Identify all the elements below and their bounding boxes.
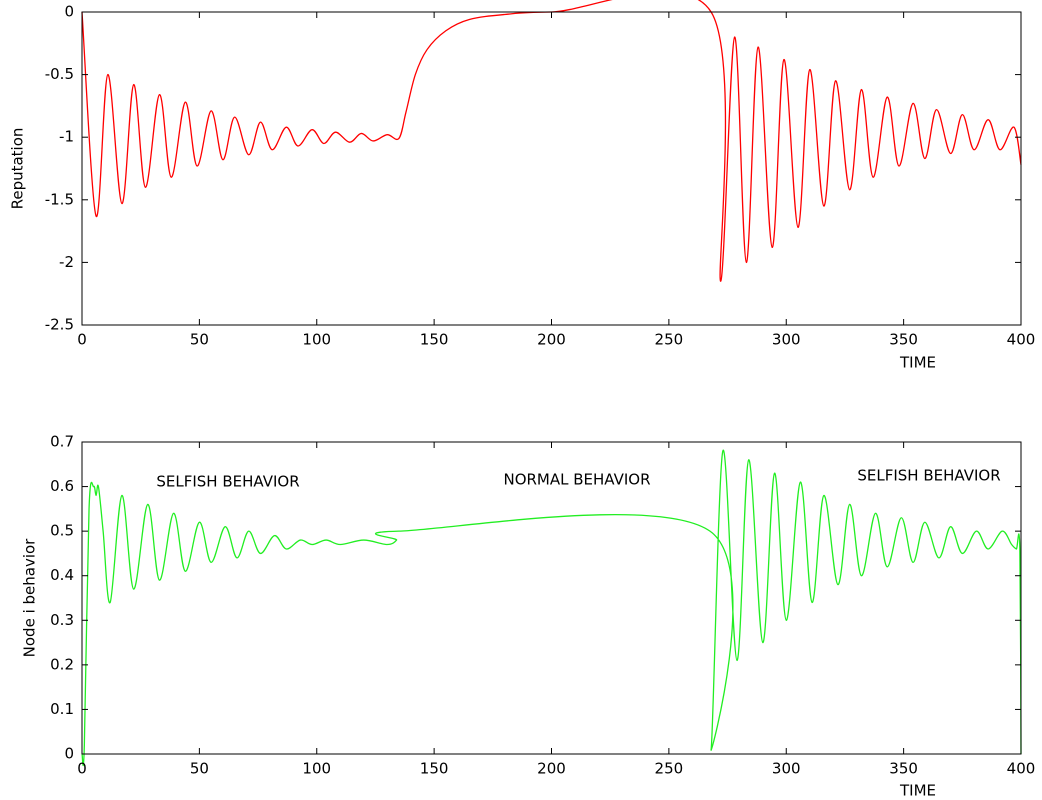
x-tick-label: 50 bbox=[190, 331, 209, 349]
annotation: SELFISH BEHAVIOR bbox=[857, 467, 1000, 485]
x-axis-label: TIME bbox=[899, 782, 936, 800]
x-tick-label: 150 bbox=[420, 760, 449, 778]
x-tick-label: 50 bbox=[190, 760, 209, 778]
x-tick-label: 350 bbox=[889, 760, 918, 778]
data-line bbox=[81, 450, 1022, 766]
y-tick-label: 0.7 bbox=[50, 433, 74, 451]
y-tick-label: 0.6 bbox=[50, 477, 74, 495]
x-axis-label: TIME bbox=[899, 354, 936, 372]
y-tick-label: 0.4 bbox=[50, 566, 74, 584]
y-tick-label: -1 bbox=[59, 128, 74, 146]
y-tick-label: 0.3 bbox=[50, 611, 74, 629]
annotation: NORMAL BEHAVIOR bbox=[503, 471, 650, 489]
x-tick-label: 0 bbox=[77, 760, 87, 778]
x-tick-label: 200 bbox=[537, 760, 566, 778]
y-tick-label: 0.2 bbox=[50, 655, 74, 673]
x-tick-label: 300 bbox=[772, 331, 801, 349]
y-tick-label: 0 bbox=[64, 3, 74, 21]
y-tick-label: 0.1 bbox=[50, 700, 74, 718]
axes-frame bbox=[81, 11, 1022, 326]
y-axis-label: Reputation bbox=[9, 128, 27, 210]
y-tick-label: -0.5 bbox=[45, 65, 74, 83]
y-tick-label: -1.5 bbox=[45, 190, 74, 208]
x-tick-label: 100 bbox=[302, 760, 331, 778]
x-tick-label: 100 bbox=[302, 331, 331, 349]
y-tick-label: -2.5 bbox=[45, 316, 74, 334]
x-tick-label: 0 bbox=[77, 331, 87, 349]
x-tick-label: 150 bbox=[420, 331, 449, 349]
x-tick-label: 350 bbox=[889, 331, 918, 349]
y-tick-label: -2 bbox=[59, 253, 74, 271]
y-tick-label: 0.5 bbox=[50, 522, 74, 540]
annotation: SELFISH BEHAVIOR bbox=[156, 473, 299, 491]
x-tick-label: 400 bbox=[1007, 760, 1036, 778]
y-tick-label: 0 bbox=[64, 745, 74, 763]
data-line bbox=[81, 0, 1022, 282]
x-tick-label: 300 bbox=[772, 760, 801, 778]
x-tick-label: 250 bbox=[655, 331, 684, 349]
x-tick-label: 200 bbox=[537, 331, 566, 349]
x-tick-label: 250 bbox=[655, 760, 684, 778]
y-axis-label: Node i behavior bbox=[21, 538, 39, 658]
x-tick-label: 400 bbox=[1007, 331, 1036, 349]
